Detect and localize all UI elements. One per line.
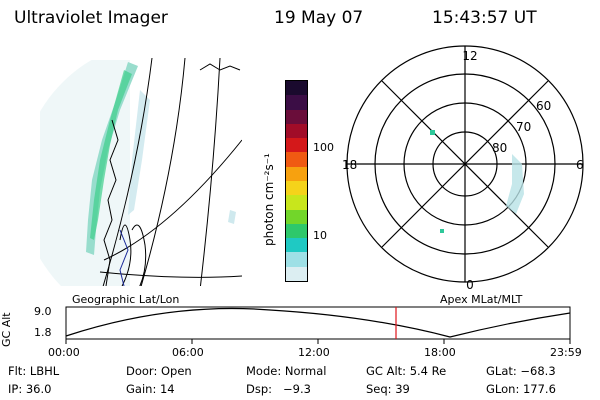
status-glat: GLat: −68.3 (486, 364, 556, 378)
colorbar-tick-10: 10 (313, 229, 327, 242)
colorbar-stripe (286, 252, 307, 267)
alt-tick-1-8: 1.8 (34, 326, 52, 339)
colorbar-stripe (286, 152, 307, 167)
lat-label-60: 60 (536, 99, 551, 113)
status-seq: Seq: 39 (366, 382, 410, 396)
lat-label-70: 70 (516, 120, 531, 134)
time-tick-1200: 12:00 (298, 346, 330, 359)
time-tick-2359: 23:59 (550, 346, 582, 359)
colorbar-tick-100: 100 (313, 141, 334, 154)
time-label: 15:43:57 UT (432, 8, 537, 28)
lat-label-80: 80 (492, 141, 507, 155)
mlt-label-6: 6 (576, 158, 584, 172)
time-tick-0000: 00:00 (48, 346, 80, 359)
polar-plot: 12 18 6 0 60 70 80 (342, 45, 584, 292)
date-label: 19 May 07 (274, 8, 364, 28)
status-filter: Flt: LBHL (8, 364, 60, 378)
geo-map-label: Geographic Lat/Lon (72, 293, 180, 306)
mlt-label-12: 12 (462, 49, 477, 63)
colorbar-stripe (286, 123, 307, 139)
status-door: Door: Open (126, 364, 192, 378)
colorbar-unit-label: photon cm⁻²s⁻¹ (262, 153, 276, 246)
status-gc-alt: GC Alt: 5.4 Re (366, 364, 447, 378)
altitude-plot (65, 306, 571, 344)
colorbar-stripe (286, 166, 307, 181)
polar-aurora (506, 154, 524, 214)
colorbar-stripe (286, 266, 307, 281)
geographic-map (20, 40, 242, 286)
colorbar-stripe (286, 195, 307, 210)
status-dsp: Dsp: −9.3 (246, 382, 311, 396)
altitude-axis-label: GC Alt (0, 312, 13, 347)
time-tick-1800: 18:00 (424, 346, 456, 359)
colorbar-stripe (286, 95, 307, 110)
colorbar-stripe (286, 238, 307, 253)
mlt-label-18: 18 (342, 158, 357, 172)
colorbar-stripe (286, 81, 307, 96)
mlt-label-0: 0 (466, 278, 474, 292)
colorbar-stripe (286, 223, 307, 239)
status-ip: IP: 36.0 (8, 382, 52, 396)
aurora-image (20, 40, 242, 286)
alt-tick-9: 9.0 (34, 305, 52, 318)
colorbar-stripe (286, 109, 307, 124)
status-gain: Gain: 14 (126, 382, 175, 396)
colorbar-stripe (286, 138, 307, 153)
status-glon: GLon: 177.6 (486, 382, 556, 396)
instrument-title: Ultraviolet Imager (14, 8, 168, 28)
colorbar-stripe (286, 209, 307, 224)
colorbar (285, 80, 308, 282)
colorbar-stripe (286, 180, 307, 196)
apex-label: Apex MLat/MLT (440, 293, 523, 306)
altitude-curve (65, 307, 571, 338)
time-tick-0600: 06:00 (172, 346, 204, 359)
status-mode: Mode: Normal (246, 364, 327, 378)
